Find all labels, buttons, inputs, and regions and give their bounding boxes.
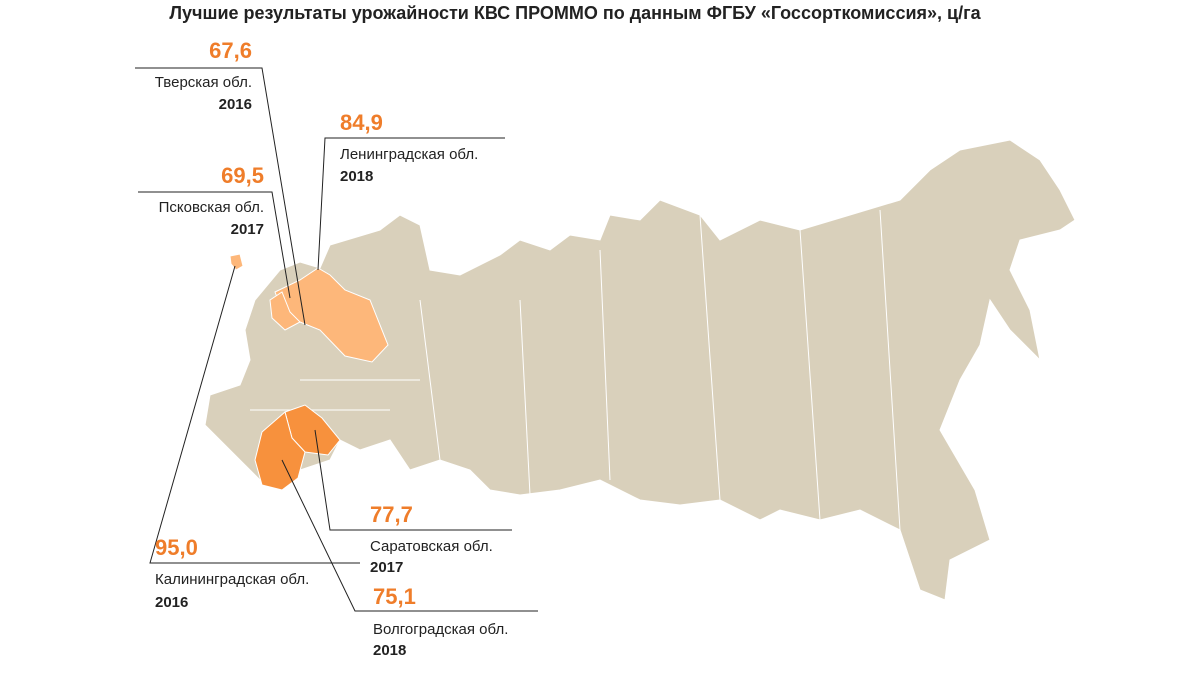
callout-region: Калининградская обл. <box>155 571 309 588</box>
leader-pskov <box>138 191 291 299</box>
region-borders <box>250 209 901 531</box>
callout-year: 2018 <box>373 642 406 659</box>
callout-value: 77,7 <box>370 502 413 527</box>
callout-value: 75,1 <box>373 584 416 609</box>
leader-volgograd <box>281 459 538 612</box>
callout-value: 95,0 <box>155 535 198 560</box>
callout-region: Тверская обл. <box>155 74 252 91</box>
callout-value: 69,5 <box>221 163 264 188</box>
callout-region: Псковская обл. <box>159 199 264 216</box>
callout-region: Ленинградская обл. <box>340 146 478 163</box>
leader-tver <box>135 67 306 326</box>
callout-year: 2018 <box>340 168 373 185</box>
region-kaliningrad <box>229 253 244 271</box>
region-pskov <box>269 291 301 331</box>
title: Лучшие результаты урожайности КВС ПРОММО… <box>169 3 981 23</box>
callout-year: 2016 <box>155 594 188 611</box>
leader-kaliningrad <box>149 265 360 564</box>
callout-region: Волгоградская обл. <box>373 621 508 638</box>
region-volgograd <box>254 411 306 491</box>
callout-region: Саратовская обл. <box>370 538 493 555</box>
callout-value: 67,6 <box>209 38 252 63</box>
leader-saratov <box>314 429 512 531</box>
callout-year: 2017 <box>231 221 264 238</box>
callout-value: 84,9 <box>340 110 383 135</box>
leader-leningrad <box>317 137 505 271</box>
callout-year: 2017 <box>370 559 403 576</box>
russia-map <box>204 139 1076 601</box>
callout-year: 2016 <box>219 96 252 113</box>
